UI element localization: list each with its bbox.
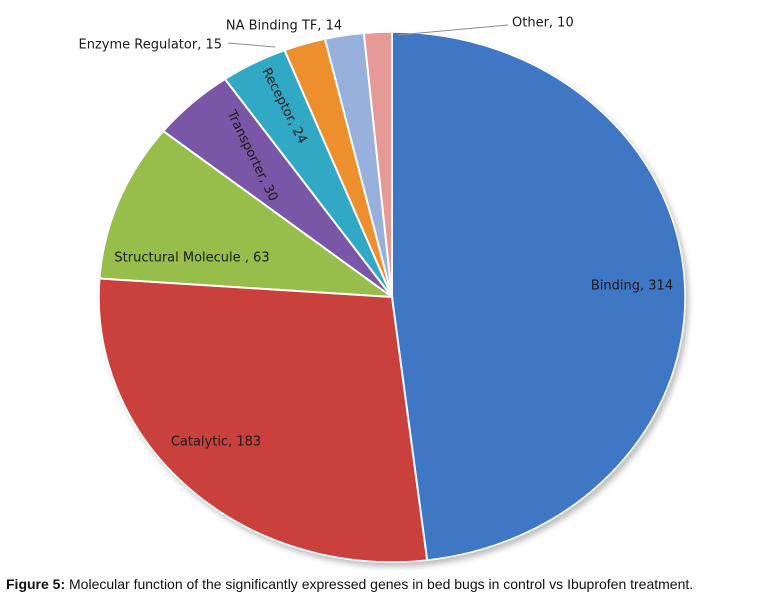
slice-separator [323, 38, 393, 298]
data-label-binding: Binding, 314 [591, 279, 673, 294]
pie-slice-catalytic [98, 277, 429, 563]
pie-slice-structural-molecule [98, 130, 395, 298]
leader-line-other [397, 24, 509, 36]
data-label-catalytic: Catalytic, 183 [171, 435, 261, 450]
caption-prefix: Figure 5: [6, 576, 66, 592]
slice-separator [162, 130, 393, 298]
slice-separator [224, 78, 393, 298]
data-label-other: Other, 10 [512, 16, 574, 31]
data-label-na-binding-tf: NA Binding TF, 14 [226, 19, 342, 34]
data-label-enzyme-regulator: Enzyme Regulator, 15 [79, 38, 222, 53]
leader-lines [99, 24, 509, 561]
pie-chart-svg: Binding, 314 Catalytic, 183 Structural Mol… [79, 16, 686, 563]
figure-caption: Figure 5: Molecular function of the sign… [6, 576, 756, 592]
slice-separator [99, 277, 393, 298]
pie-slice-binding [391, 31, 686, 561]
slice-separator [283, 50, 393, 298]
pie-chart: Binding, 314 Catalytic, 183 Structural Mol… [79, 16, 686, 563]
caption-text: Molecular function of the significantly … [65, 576, 694, 592]
slice-separator [391, 296, 429, 561]
data-label-structural-molecule: Structural Molecule , 63 [114, 251, 269, 266]
slice-separator [362, 33, 393, 298]
leader-line-enzyme-regulator [227, 42, 276, 48]
